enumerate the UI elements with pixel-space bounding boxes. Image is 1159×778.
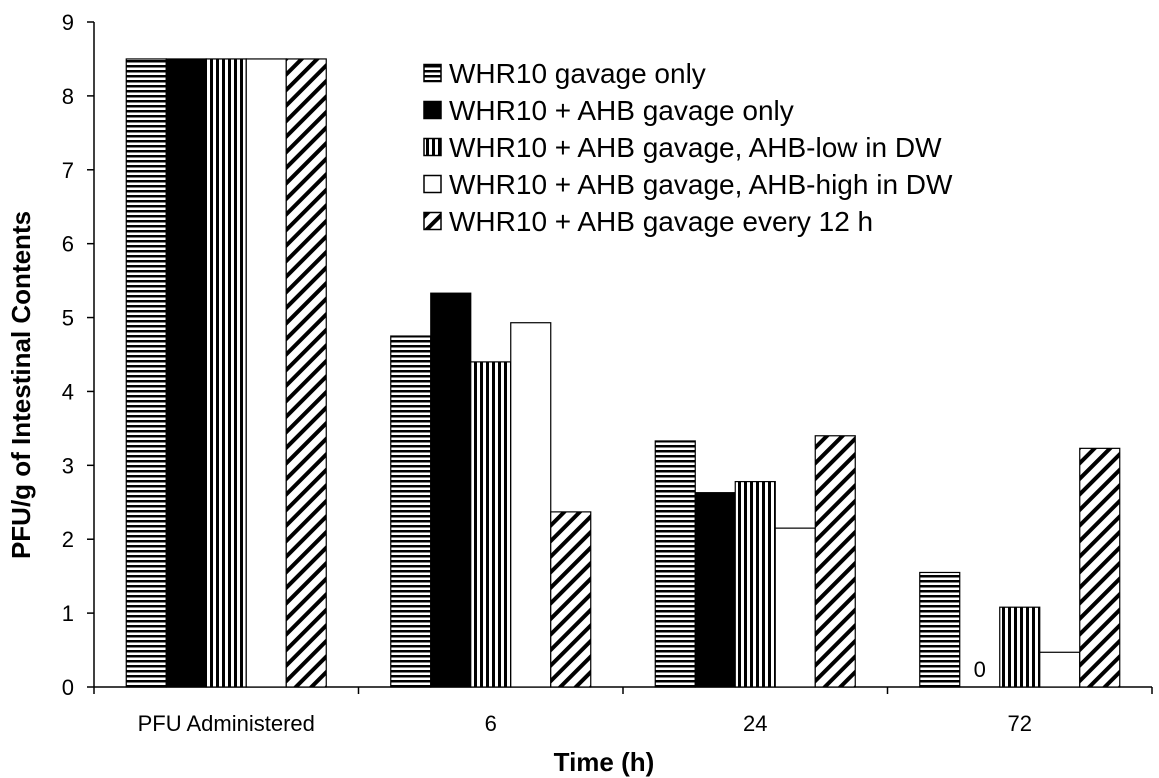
legend-swatch [423,137,442,157]
bar [1039,651,1081,688]
bar [654,440,696,688]
y-tick-label: 2 [62,527,74,552]
legend-swatch [423,211,442,231]
bar [205,58,247,688]
bar [245,58,287,688]
bar [999,606,1041,688]
bar [470,361,512,688]
bar [774,527,816,688]
legend-label: WHR10 + AHB gavage every 12 h [449,206,873,237]
bar [734,480,776,688]
annotations: 0 [974,657,986,682]
bar [1079,447,1121,688]
y-tick-label: 6 [62,232,74,257]
bar [919,571,961,688]
bar [430,292,472,688]
bar [550,511,592,688]
bar [510,322,552,688]
x-tick-label: PFU Administered [138,711,315,736]
bar [285,58,327,688]
y-tick-label: 9 [62,10,74,35]
legend-label: WHR10 + AHB gavage, AHB-low in DW [449,132,942,163]
y-tick-label: 8 [62,84,74,109]
y-tick-label: 4 [62,379,74,404]
y-axis: 0 1 2 3 4 5 6 7 8 9 [62,10,95,700]
x-tick-label: 6 [485,711,497,736]
y-tick-label: 5 [62,306,74,331]
y-tick-label: 7 [62,158,74,183]
bar [165,58,207,688]
x-axis: PFU Administered 6 24 72 [93,686,1153,736]
bar [694,492,736,688]
legend: WHR10 gavage only WHR10 + AHB gavage only… [423,58,953,237]
legend-swatch [423,174,442,194]
bar [125,58,167,688]
bar [390,335,432,688]
legend-swatch [423,63,442,83]
legend-label: WHR10 + AHB gavage only [449,95,794,126]
y-axis-title: PFU/g of Intestinal Contents [6,211,36,559]
x-axis-title: Time (h) [554,747,655,777]
legend-swatch [423,100,442,120]
bars [125,58,1121,688]
y-tick-label: 3 [62,453,74,478]
x-tick-label: 24 [743,711,767,736]
bar [814,435,856,688]
x-tick-label: 72 [1008,711,1032,736]
data-label: 0 [974,657,986,682]
legend-label: WHR10 gavage only [449,58,706,89]
y-tick-label: 0 [62,675,74,700]
legend-label: WHR10 + AHB gavage, AHB-high in DW [449,169,953,200]
y-tick-label: 1 [62,601,74,626]
